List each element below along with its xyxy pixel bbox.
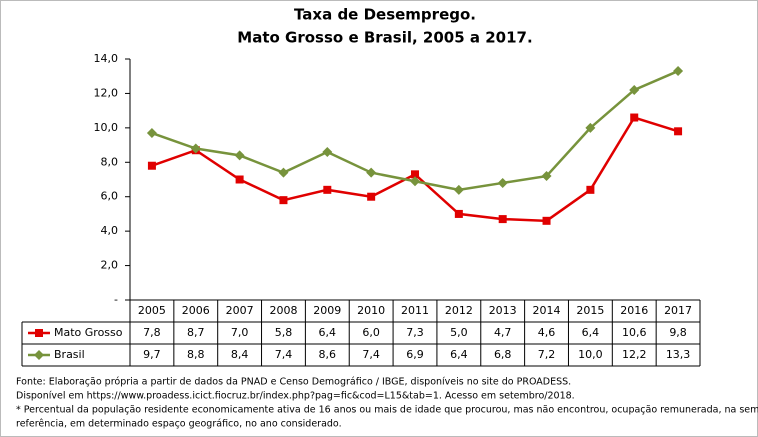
point xyxy=(234,150,245,161)
table-value: 10,6 xyxy=(622,326,647,339)
y-tick-label: 14,0 xyxy=(94,52,119,65)
point xyxy=(279,196,288,205)
x-tick-label: 2009 xyxy=(313,304,341,317)
table-value: 7,8 xyxy=(143,326,161,339)
point xyxy=(146,128,157,139)
table-value: 8,4 xyxy=(231,348,249,361)
x-tick-label: 2008 xyxy=(269,304,297,317)
y-tick-label: 12,0 xyxy=(94,86,119,99)
point xyxy=(585,122,596,133)
point xyxy=(674,127,683,136)
chart-title: Taxa de Desemprego. xyxy=(294,6,476,24)
point xyxy=(541,171,552,182)
point xyxy=(630,113,639,122)
table-value: 6,4 xyxy=(319,326,337,339)
table-value: 7,0 xyxy=(231,326,249,339)
table-value: 10,0 xyxy=(578,348,603,361)
chart-title: Mato Grosso e Brasil, 2005 a 2017. xyxy=(237,29,532,47)
table-value: 7,4 xyxy=(275,348,293,361)
x-tick-label: 2015 xyxy=(576,304,604,317)
table-value: 7,3 xyxy=(406,326,424,339)
point xyxy=(367,192,376,201)
table-value: 6,9 xyxy=(406,348,424,361)
x-tick-label: 2007 xyxy=(226,304,254,317)
y-tick-label: 6,0 xyxy=(101,190,119,203)
y-tick-label: 10,0 xyxy=(94,121,119,134)
table-value: 5,0 xyxy=(450,326,468,339)
y-tick-label: 4,0 xyxy=(101,224,119,237)
y-tick-label: 8,0 xyxy=(101,155,119,168)
point xyxy=(147,161,156,170)
point xyxy=(586,185,595,194)
table-value: 9,7 xyxy=(143,348,161,361)
legend-marker xyxy=(34,350,44,360)
point xyxy=(454,209,463,218)
x-tick-label: 2011 xyxy=(401,304,429,317)
table-value: 8,6 xyxy=(319,348,337,361)
footnote: referência, em determinado espaço geográ… xyxy=(16,419,342,430)
table-value: 6,8 xyxy=(494,348,512,361)
table-value: 12,2 xyxy=(622,348,647,361)
legend-marker xyxy=(35,329,43,337)
point xyxy=(278,167,289,178)
table-value: 13,3 xyxy=(666,348,691,361)
x-tick-label: 2014 xyxy=(533,304,561,317)
table-value: 4,6 xyxy=(538,326,556,339)
point xyxy=(411,170,419,179)
table-value: 7,4 xyxy=(362,348,380,361)
x-tick-label: 2012 xyxy=(445,304,473,317)
footnote: * Percentual da população residente econ… xyxy=(16,405,758,416)
x-tick-label: 2006 xyxy=(182,304,210,317)
table-value: 6,0 xyxy=(362,326,380,339)
y-tick-label: - xyxy=(114,293,118,306)
x-tick-label: 2005 xyxy=(138,304,166,317)
point xyxy=(323,185,332,194)
legend-label: Mato Grosso xyxy=(54,326,123,339)
table-value: 8,7 xyxy=(187,326,205,339)
point xyxy=(629,84,640,95)
y-tick-label: 2,0 xyxy=(101,259,119,272)
point xyxy=(542,216,551,225)
x-tick-label: 2016 xyxy=(620,304,648,317)
table-value: 8,8 xyxy=(187,348,205,361)
table-value: 5,8 xyxy=(275,326,293,339)
table-value: 4,7 xyxy=(494,326,512,339)
x-tick-label: 2010 xyxy=(357,304,385,317)
table-value: 9,8 xyxy=(669,326,687,339)
point xyxy=(498,215,507,224)
table-value: 6,4 xyxy=(582,326,600,339)
footnote: Disponível em https://www.proadess.icict… xyxy=(16,391,575,402)
point xyxy=(410,176,420,187)
point xyxy=(235,175,244,184)
x-tick-label: 2013 xyxy=(489,304,517,317)
point xyxy=(453,184,464,195)
point xyxy=(673,66,684,77)
point xyxy=(366,167,377,178)
legend-label: Brasil xyxy=(54,348,85,361)
table-value: 6,4 xyxy=(450,348,468,361)
point xyxy=(322,146,333,157)
point xyxy=(497,177,508,188)
x-tick-label: 2017 xyxy=(664,304,692,317)
footnote: Fonte: Elaboração própria a partir de da… xyxy=(16,377,571,388)
table-value: 7,2 xyxy=(538,348,556,361)
point xyxy=(190,143,201,154)
